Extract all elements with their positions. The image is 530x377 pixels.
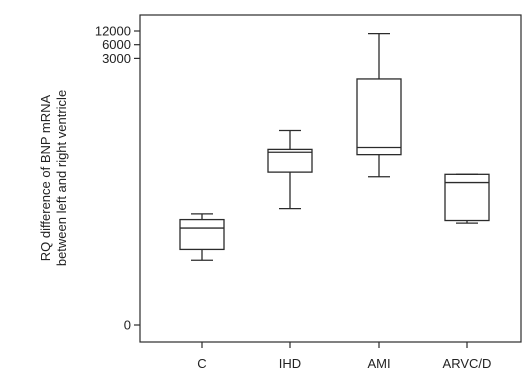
- y-axis-title-line-1: RQ difference of BNP mRNA: [38, 94, 53, 261]
- x-axis: C IHD AMI ARVC/D: [197, 342, 491, 371]
- y-tick-label: 3000: [102, 51, 131, 66]
- interquartile-box: [267, 148, 313, 173]
- x-tick-label: IHD: [279, 356, 301, 371]
- box-ami: [356, 32, 402, 178]
- interquartile-box: [179, 218, 225, 251]
- x-tick-label: AMI: [367, 356, 390, 371]
- y-tick-label: 12000: [95, 24, 131, 39]
- x-tick-label: C: [197, 356, 206, 371]
- x-tick-label: ARVC/D: [443, 356, 492, 371]
- interquartile-box: [356, 78, 402, 156]
- y-axis-title: RQ difference of BNP mRNA between left a…: [38, 90, 69, 266]
- box-ihd: [267, 129, 313, 210]
- y-axis-title-line-2: between left and right ventricle: [54, 90, 69, 266]
- y-tick-label: 0: [124, 318, 131, 333]
- box-c: [179, 213, 225, 261]
- box-arvc-d: [444, 173, 490, 224]
- box-series: [179, 32, 490, 261]
- interquartile-box: [444, 173, 490, 222]
- y-tick-label: 6000: [102, 37, 131, 52]
- plot-frame: [139, 14, 522, 343]
